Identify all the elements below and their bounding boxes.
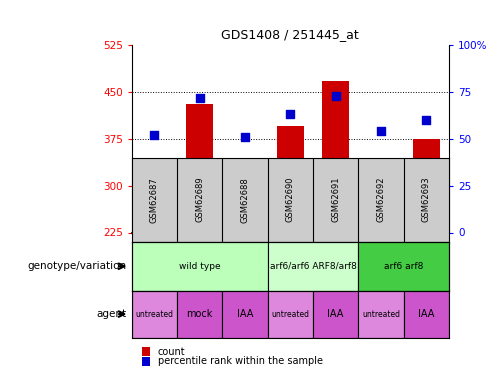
Point [241, 134, 249, 140]
Text: arf6 arf8: arf6 arf8 [384, 262, 423, 271]
Point [332, 93, 340, 99]
Text: IAA: IAA [237, 309, 253, 319]
Bar [223, 291, 268, 338]
Text: GSM62691: GSM62691 [331, 177, 340, 222]
Text: untreated: untreated [362, 310, 400, 319]
Bar [404, 291, 449, 338]
Bar [358, 291, 404, 338]
Bar [367, 181, 395, 232]
Title: GDS1408 / 251445_at: GDS1408 / 251445_at [222, 28, 359, 41]
Point [286, 111, 294, 117]
Point [196, 94, 203, 100]
Point [423, 117, 430, 123]
Text: GSM62688: GSM62688 [241, 177, 249, 223]
Text: genotype/variation: genotype/variation [28, 261, 127, 271]
Text: IAA: IAA [327, 309, 344, 319]
Text: untreated: untreated [271, 310, 309, 319]
Bar [132, 291, 177, 338]
Text: GSM62690: GSM62690 [286, 177, 295, 222]
Text: arf6/arf6 ARF8/arf8: arf6/arf6 ARF8/arf8 [269, 262, 356, 271]
Point [150, 132, 158, 138]
Bar [268, 242, 358, 291]
Text: GSM62689: GSM62689 [195, 177, 204, 222]
Bar [268, 291, 313, 338]
Text: GSM62687: GSM62687 [150, 177, 159, 223]
Bar [313, 291, 358, 338]
Text: GSM62693: GSM62693 [422, 177, 431, 222]
Text: mock: mock [186, 309, 213, 319]
Bar [322, 81, 349, 232]
Bar [141, 189, 168, 232]
Bar [231, 214, 259, 232]
Bar [132, 242, 268, 291]
Text: IAA: IAA [418, 309, 434, 319]
Bar [413, 139, 440, 232]
Text: percentile rank within the sample: percentile rank within the sample [158, 356, 323, 366]
Text: untreated: untreated [135, 310, 173, 319]
Bar [277, 126, 304, 232]
Text: GSM62692: GSM62692 [376, 177, 386, 222]
Bar [177, 291, 223, 338]
Text: wild type: wild type [179, 262, 221, 271]
Point [377, 128, 385, 134]
Text: agent: agent [97, 309, 127, 319]
Bar [358, 242, 449, 291]
Text: count: count [158, 347, 185, 357]
Bar [186, 104, 213, 232]
